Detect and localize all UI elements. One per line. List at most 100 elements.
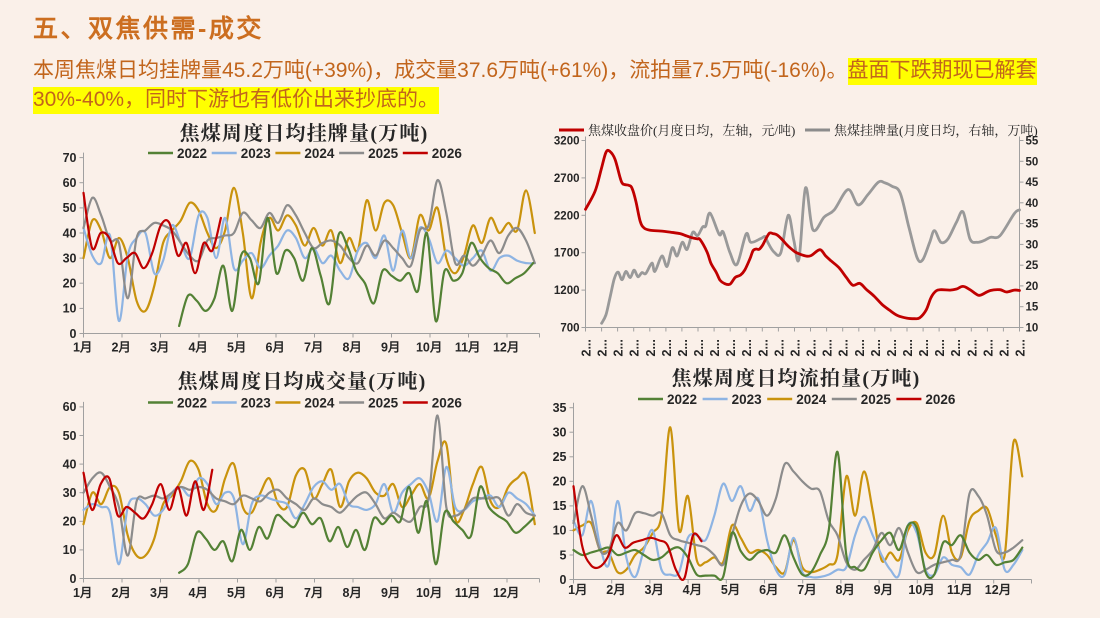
svg-text:2026: 2026 (925, 392, 956, 407)
svg-text:2...: 2... (837, 339, 851, 356)
svg-text:20: 20 (63, 515, 77, 529)
svg-text:2...: 2... (740, 339, 754, 356)
svg-text:8月: 8月 (342, 341, 361, 355)
svg-text:6月: 6月 (265, 341, 284, 355)
svg-text:50: 50 (1026, 156, 1039, 168)
svg-text:2...: 2... (612, 339, 626, 356)
svg-text:11月: 11月 (455, 341, 481, 355)
svg-text:2...: 2... (1014, 339, 1028, 356)
svg-text:2...: 2... (644, 339, 658, 356)
svg-text:15: 15 (1026, 302, 1039, 314)
svg-text:70: 70 (63, 151, 77, 165)
svg-text:2024: 2024 (304, 146, 335, 161)
svg-text:2...: 2... (933, 339, 947, 356)
svg-text:2月: 2月 (606, 583, 625, 597)
svg-text:焦煤挂牌量(月度日均，右轴，万吨): 焦煤挂牌量(月度日均，右轴，万吨) (834, 123, 1038, 139)
svg-text:2...: 2... (692, 339, 706, 356)
svg-text:2...: 2... (981, 339, 995, 356)
svg-text:2025: 2025 (368, 146, 399, 161)
svg-text:9月: 9月 (874, 583, 893, 597)
svg-text:1700: 1700 (554, 248, 580, 260)
svg-text:11月: 11月 (947, 583, 973, 597)
svg-text:10: 10 (553, 524, 567, 538)
svg-text:2023: 2023 (732, 392, 763, 407)
svg-text:2月: 2月 (111, 586, 130, 600)
svg-text:50: 50 (63, 201, 77, 215)
svg-text:2023: 2023 (241, 146, 272, 161)
svg-text:7月: 7月 (304, 586, 323, 600)
svg-text:2200: 2200 (554, 210, 580, 222)
svg-text:0: 0 (70, 327, 77, 341)
svg-text:2...: 2... (869, 339, 883, 356)
svg-text:5月: 5月 (721, 583, 740, 597)
svg-text:1200: 1200 (554, 285, 580, 297)
svg-text:4月: 4月 (683, 583, 702, 597)
svg-text:2...: 2... (660, 339, 674, 356)
svg-text:2...: 2... (628, 339, 642, 356)
svg-text:2...: 2... (676, 339, 690, 356)
svg-text:10月: 10月 (908, 583, 934, 597)
svg-text:25: 25 (553, 450, 567, 464)
svg-text:12月: 12月 (493, 341, 519, 355)
svg-text:30: 30 (553, 426, 567, 440)
svg-text:2...: 2... (724, 339, 738, 356)
svg-text:2...: 2... (789, 339, 803, 356)
svg-text:20: 20 (553, 475, 567, 489)
svg-text:9月: 9月 (381, 586, 400, 600)
svg-text:60: 60 (63, 400, 77, 414)
svg-text:20: 20 (1026, 281, 1039, 293)
svg-text:2022: 2022 (667, 392, 697, 407)
svg-text:40: 40 (1026, 198, 1039, 210)
svg-text:8月: 8月 (835, 583, 854, 597)
svg-text:焦煤周度日均流拍量(万吨): 焦煤周度日均流拍量(万吨) (672, 366, 921, 390)
svg-text:2...: 2... (917, 339, 931, 356)
svg-text:2...: 2... (756, 339, 770, 356)
svg-text:4月: 4月 (188, 586, 207, 600)
svg-text:焦煤周度日均挂牌量(万吨): 焦煤周度日均挂牌量(万吨) (180, 121, 429, 145)
svg-text:2...: 2... (821, 339, 835, 356)
svg-text:6月: 6月 (265, 586, 284, 600)
svg-text:15: 15 (553, 499, 567, 513)
svg-text:35: 35 (1026, 219, 1039, 231)
svg-text:3月: 3月 (150, 586, 169, 600)
svg-text:12月: 12月 (985, 583, 1011, 597)
svg-text:55: 55 (1026, 136, 1039, 148)
svg-text:700: 700 (560, 323, 579, 335)
svg-text:9月: 9月 (381, 341, 400, 355)
svg-text:0: 0 (560, 573, 567, 587)
svg-text:4月: 4月 (188, 341, 207, 355)
svg-text:3200: 3200 (554, 136, 580, 148)
svg-text:10月: 10月 (416, 341, 442, 355)
svg-text:2...: 2... (965, 339, 979, 356)
svg-text:30: 30 (1026, 239, 1039, 251)
svg-text:2...: 2... (901, 339, 915, 356)
svg-text:5: 5 (560, 548, 567, 562)
svg-text:30: 30 (63, 251, 77, 265)
svg-text:25: 25 (1026, 260, 1039, 272)
svg-text:10月: 10月 (416, 586, 442, 600)
svg-text:5月: 5月 (227, 341, 246, 355)
svg-text:2...: 2... (853, 339, 867, 356)
svg-text:2022: 2022 (177, 395, 207, 410)
svg-text:2...: 2... (580, 339, 594, 356)
svg-text:2026: 2026 (432, 146, 463, 161)
svg-text:5月: 5月 (227, 586, 246, 600)
svg-text:1月: 1月 (73, 586, 92, 600)
svg-text:2025: 2025 (368, 395, 399, 410)
svg-text:2...: 2... (885, 339, 899, 356)
svg-text:20: 20 (63, 277, 77, 291)
svg-text:10: 10 (63, 543, 77, 557)
svg-text:40: 40 (63, 226, 77, 240)
svg-text:2...: 2... (708, 339, 722, 356)
svg-text:1月: 1月 (568, 583, 587, 597)
svg-text:2...: 2... (596, 339, 610, 356)
svg-text:2700: 2700 (554, 173, 580, 185)
svg-text:2...: 2... (997, 339, 1011, 356)
svg-text:3月: 3月 (644, 583, 663, 597)
svg-text:2026: 2026 (432, 395, 463, 410)
svg-text:50: 50 (63, 429, 77, 443)
svg-text:45: 45 (1026, 177, 1039, 189)
svg-text:2...: 2... (772, 339, 786, 356)
svg-text:10: 10 (63, 302, 77, 316)
svg-text:3月: 3月 (150, 341, 169, 355)
